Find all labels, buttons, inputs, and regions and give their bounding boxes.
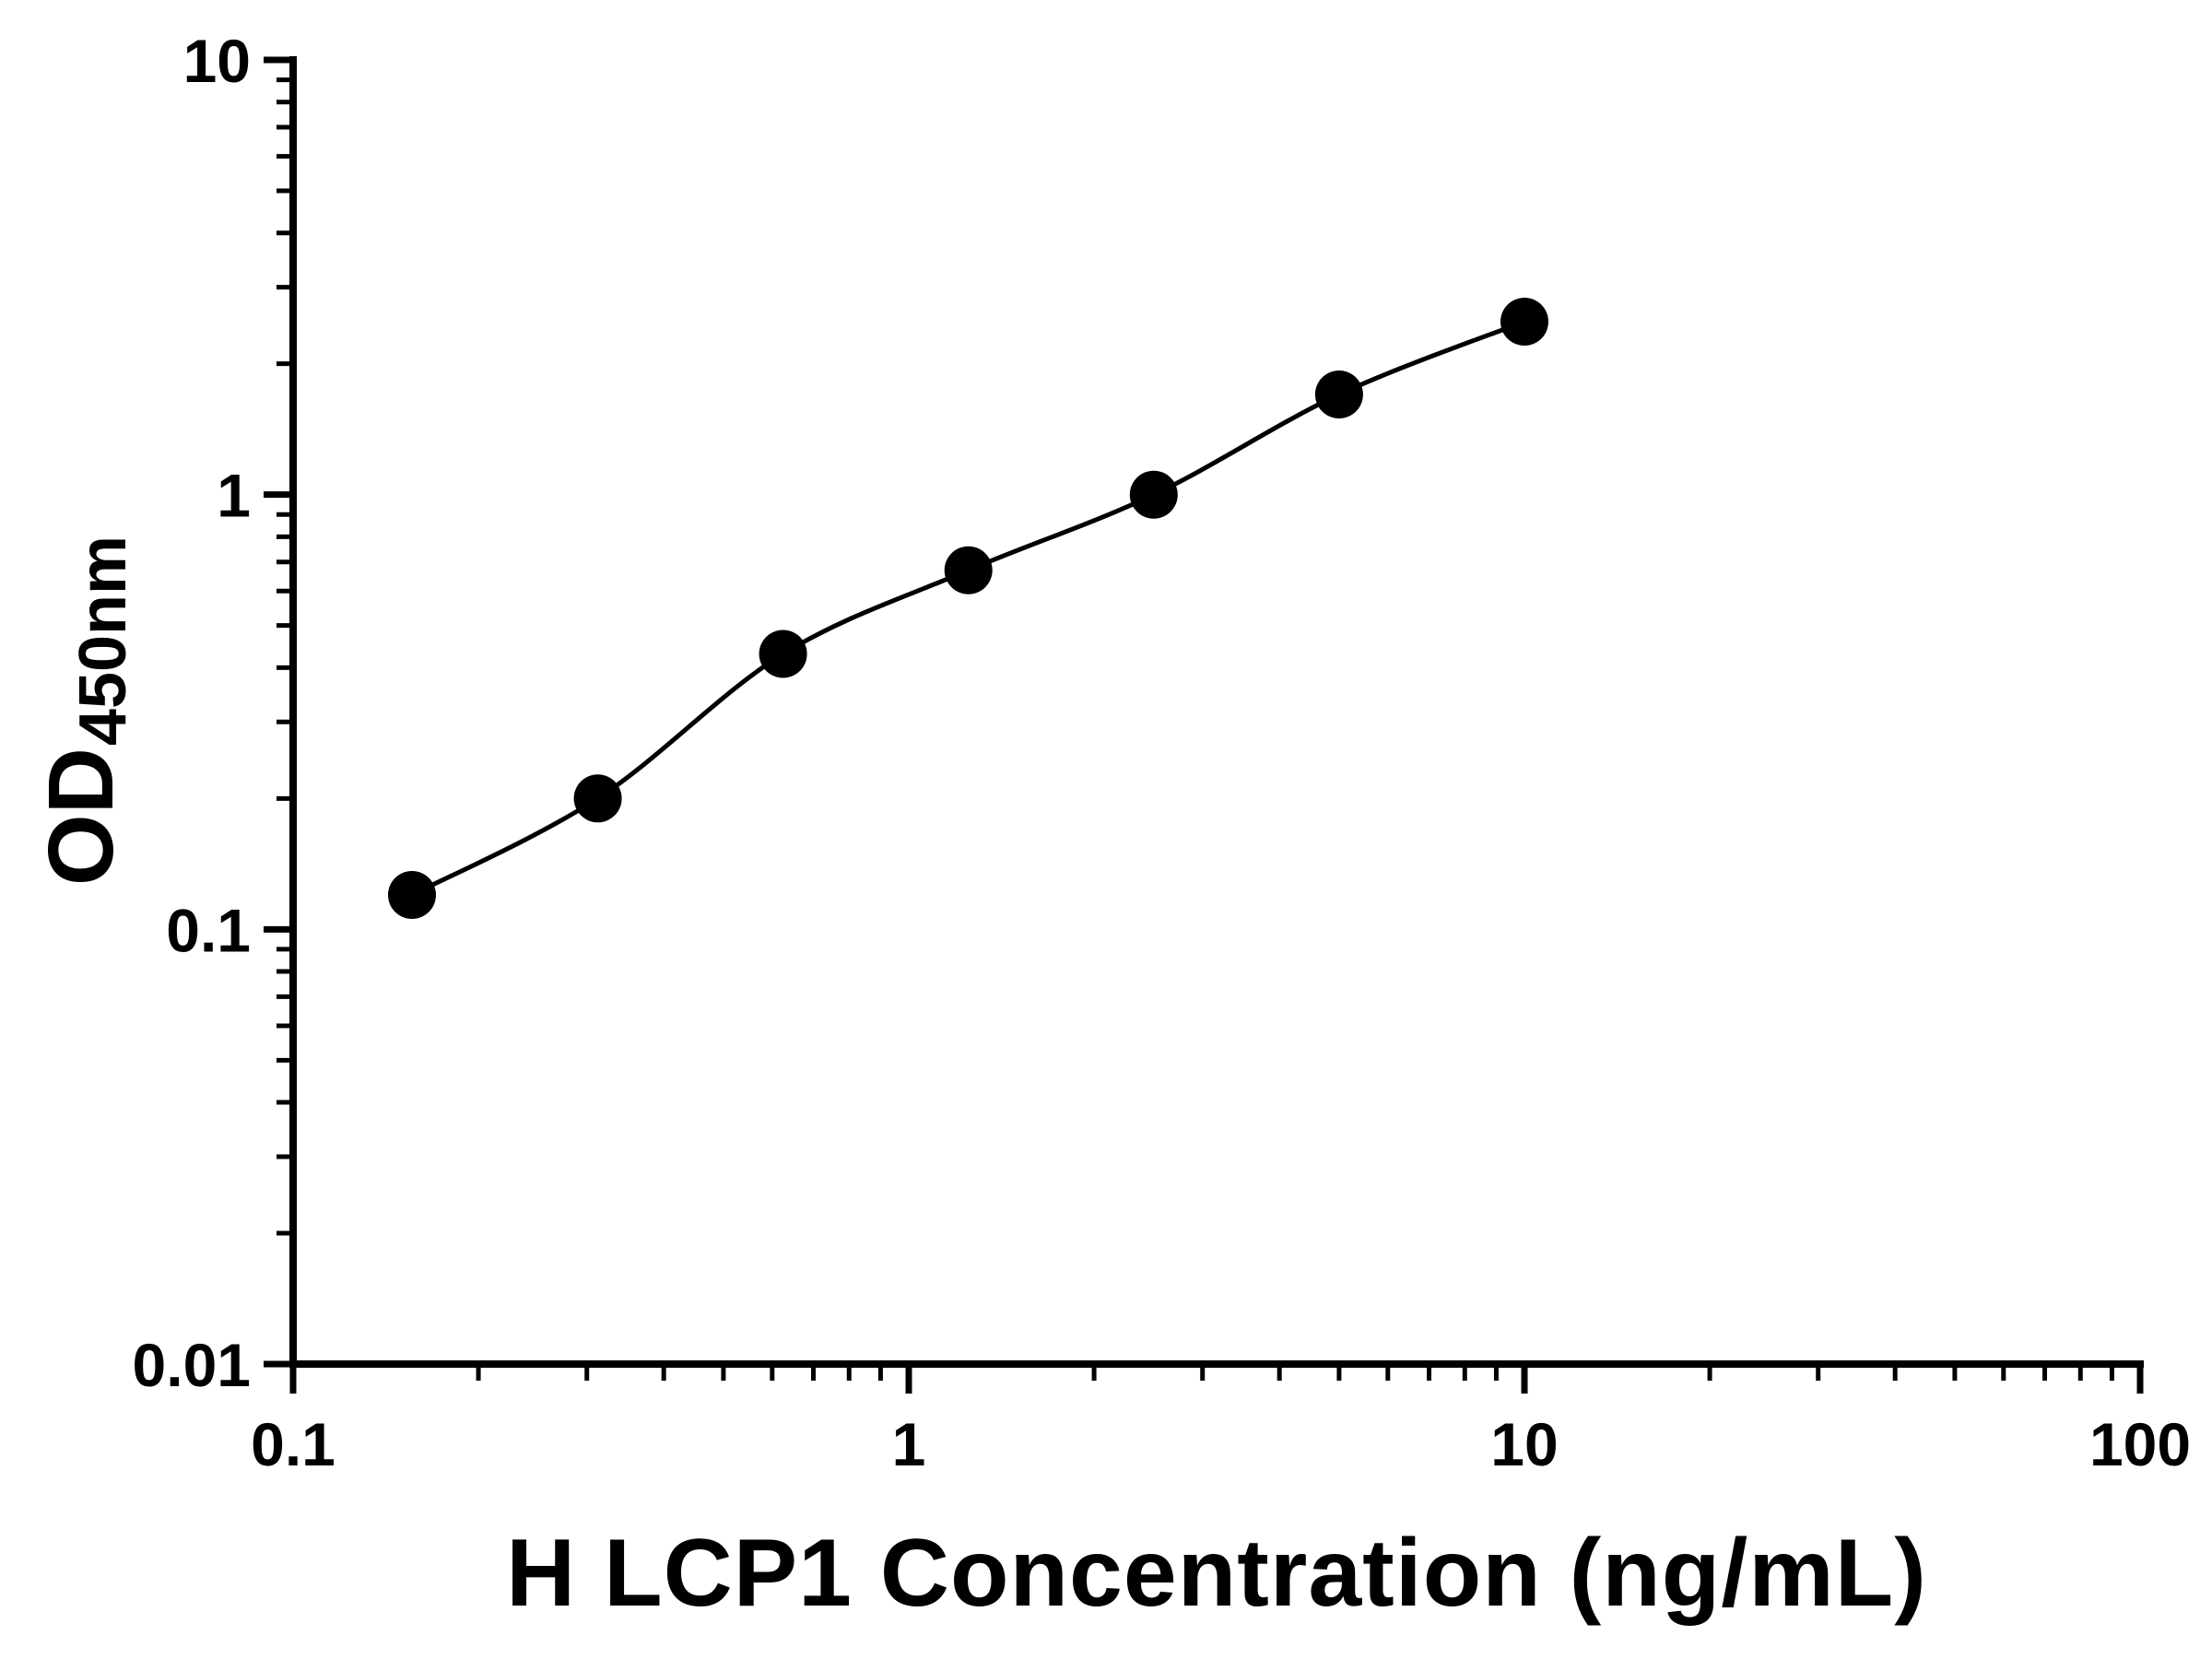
data-point-marker — [1500, 298, 1548, 346]
y-axis-label-main: OD — [29, 747, 133, 887]
y-axis-label: OD450nm — [29, 535, 140, 886]
x-tick-label: 100 — [2089, 1410, 2191, 1478]
data-point-marker — [388, 871, 436, 919]
axis-spines — [289, 56, 2144, 1368]
y-tick-label: 1 — [217, 462, 251, 530]
x-major-ticks: 0.1 1 10 100 — [251, 1364, 2191, 1478]
y-minor-ticks — [276, 77, 293, 1236]
y-major-ticks: 0.01 0.1 1 10 — [133, 27, 293, 1399]
x-axis-label: H LCP1 Concentration (ng/mL) — [506, 1520, 1927, 1627]
x-minor-ticks — [476, 1364, 2114, 1381]
x-tick-label: 0.1 — [251, 1410, 335, 1478]
x-tick-label: 10 — [1490, 1410, 1558, 1478]
y-tick-label: 0.1 — [166, 896, 251, 964]
y-tick-label: 0.01 — [133, 1331, 251, 1399]
data-point-marker — [1129, 470, 1178, 519]
data-points — [388, 298, 1548, 919]
data-point-marker — [1314, 371, 1363, 418]
data-point-marker — [573, 774, 622, 823]
data-point-marker — [944, 546, 993, 594]
y-axis-label-subscript: 450nm — [66, 535, 140, 747]
x-tick-label: 1 — [892, 1410, 926, 1478]
data-point-marker — [759, 629, 807, 678]
y-tick-label: 10 — [183, 27, 251, 95]
